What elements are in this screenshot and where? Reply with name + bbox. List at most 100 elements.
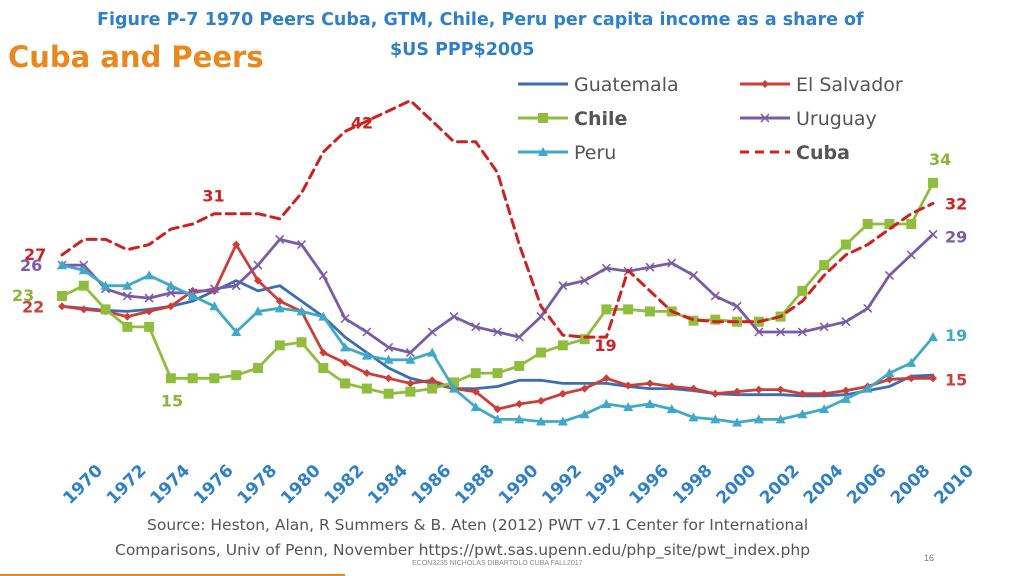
data-label-peru-2010: 19 <box>945 326 967 345</box>
data-label-cuba-1995: 19 <box>594 336 616 355</box>
point-chile-1986 <box>405 386 416 397</box>
point-peru-1995 <box>601 399 612 408</box>
data-label-cuba-2010: 32 <box>945 194 967 213</box>
series-line-el-salvador <box>60 243 935 411</box>
point-el-salvador-2004 <box>798 389 807 398</box>
data-label-cuba-1984: 42 <box>351 114 373 133</box>
point-chile-1989 <box>470 368 481 379</box>
point-chile-1993 <box>557 340 568 351</box>
legend-marker-el-salvador <box>761 80 769 88</box>
point-chile-1982 <box>318 363 329 373</box>
series-line-cuba <box>60 99 935 339</box>
footer-text: ECON3235 NICHOLAS DIBARTOLO CUBA FALL201… <box>412 560 583 567</box>
point-el-salvador-2000 <box>711 389 720 398</box>
point-peru-1985 <box>383 354 394 364</box>
point-uruguay-1993 <box>558 281 568 291</box>
point-uruguay-2002 <box>754 327 764 337</box>
point-peru-1978 <box>231 327 242 336</box>
point-uruguay-1989 <box>471 322 481 332</box>
point-peru-1991 <box>514 414 525 424</box>
x-tick-1974: 1974 <box>146 461 194 509</box>
point-uruguay-1988 <box>449 312 459 322</box>
point-peru-2002 <box>753 414 764 424</box>
point-peru-1973 <box>122 280 133 290</box>
point-uruguay-1981 <box>296 240 307 250</box>
point-uruguay-1990 <box>492 327 503 337</box>
point-chile-2007 <box>862 219 873 229</box>
point-chile-2005 <box>819 260 830 271</box>
point-el-salvador-1997 <box>645 379 654 388</box>
point-uruguay-1984 <box>362 327 372 337</box>
legend-label-el-salvador: El Salvador <box>796 74 903 96</box>
series-line-guatemala <box>60 279 935 398</box>
x-tick-1986: 1986 <box>408 461 456 509</box>
point-chile-1976 <box>187 373 198 384</box>
point-peru-2004 <box>797 409 808 419</box>
point-chile-2008 <box>884 219 895 229</box>
data-label-cuba-1977: 31 <box>202 187 224 206</box>
legend: Guatemala El Salvador Chile Uruguay Peru Cuba <box>518 74 903 164</box>
point-uruguay-1974 <box>144 293 154 303</box>
point-chile-1997 <box>644 306 655 317</box>
point-uruguay-1991 <box>514 332 524 342</box>
point-peru-1977 <box>209 301 220 311</box>
point-el-salvador-2002 <box>754 385 763 394</box>
legend-label-peru: Peru <box>574 142 616 164</box>
point-uruguay-1973 <box>122 291 132 301</box>
point-chile-1980 <box>274 340 285 351</box>
point-uruguay-1977 <box>209 284 219 294</box>
point-uruguay-1979 <box>253 260 263 270</box>
point-peru-1982 <box>318 311 329 321</box>
point-chile-1999 <box>688 315 699 326</box>
point-peru-1989 <box>470 402 481 412</box>
point-uruguay-2001 <box>732 301 742 311</box>
point-uruguay-1992 <box>536 312 546 322</box>
point-uruguay-1982 <box>318 270 328 280</box>
series-cuba <box>60 99 935 339</box>
point-peru-1990 <box>492 414 503 424</box>
point-peru-2003 <box>775 414 786 424</box>
point-chile-1987 <box>427 383 438 394</box>
point-chile-1991 <box>514 360 525 371</box>
point-uruguay-2005 <box>819 322 829 332</box>
legend-item-guatemala: Guatemala <box>518 74 679 96</box>
point-peru-2010 <box>928 332 938 342</box>
point-el-salvador-1979 <box>253 276 262 285</box>
point-uruguay-1999 <box>688 270 699 280</box>
x-tick-1978: 1978 <box>234 461 282 509</box>
x-tick-1996: 1996 <box>626 461 674 509</box>
point-el-salvador-2008 <box>885 375 894 384</box>
x-tick-1998: 1998 <box>669 461 717 509</box>
data-label-el-salvador-1970: 22 <box>22 297 44 316</box>
point-uruguay-1983 <box>340 314 350 324</box>
point-uruguay-1985 <box>384 342 394 352</box>
point-peru-1972 <box>100 280 111 290</box>
x-tick-1994: 1994 <box>582 461 630 509</box>
legend-marker-chile <box>538 113 548 123</box>
data-label-chile-2010: 34 <box>929 150 951 169</box>
point-peru-1980 <box>274 303 285 313</box>
legend-item-cuba: Cuba <box>740 142 850 164</box>
point-chile-2004 <box>797 285 808 296</box>
x-tick-2008: 2008 <box>887 461 935 509</box>
point-chile-1974 <box>144 321 155 332</box>
legend-item-chile: Chile <box>518 108 627 130</box>
point-uruguay-1980 <box>275 234 285 244</box>
point-chile-2009 <box>906 219 917 229</box>
x-axis-ticks: 1970197219741976197819801982198419861988… <box>59 461 978 509</box>
point-el-salvador-1986 <box>406 379 415 388</box>
point-el-salvador-1970 <box>58 302 66 311</box>
point-peru-1993 <box>557 416 568 426</box>
point-peru-1996 <box>623 402 634 412</box>
point-peru-1976 <box>187 291 198 300</box>
point-peru-2007 <box>862 383 873 393</box>
series-peru <box>57 260 938 427</box>
point-peru-2005 <box>819 404 830 414</box>
legend-label-cuba: Cuba <box>796 142 850 164</box>
legend-item-peru: Peru <box>518 142 616 164</box>
point-uruguay-2006 <box>841 317 851 327</box>
point-el-salvador-1993 <box>558 389 567 398</box>
point-el-salvador-1974 <box>145 307 154 316</box>
point-chile-2010 <box>928 177 938 188</box>
